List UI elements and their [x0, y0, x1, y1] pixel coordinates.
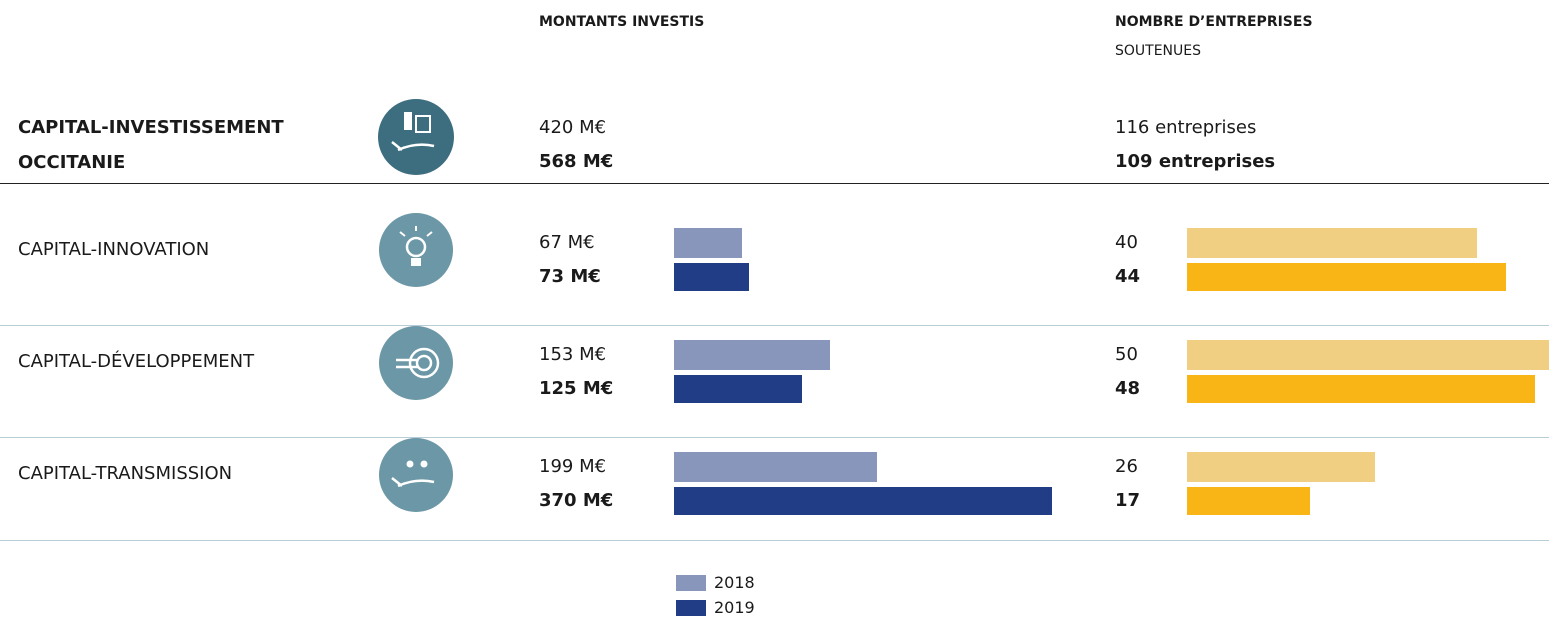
- company-text: 17: [1115, 490, 1141, 511]
- divider: [0, 183, 1549, 184]
- amount-bar: [674, 263, 749, 291]
- company-text: 40: [1115, 232, 1138, 253]
- company-bar: [1187, 340, 1549, 370]
- legend-label: 2019: [714, 598, 755, 617]
- divider: [0, 437, 1549, 438]
- company-text: 109 entreprises: [1115, 151, 1276, 172]
- amount-bar: [674, 228, 743, 258]
- amount-bar: [674, 452, 878, 482]
- amount-bar: [674, 340, 831, 370]
- company-bar: [1187, 452, 1376, 482]
- icon-developpement: [379, 326, 453, 400]
- icon-transmission: [379, 438, 453, 512]
- company-text: 116 entreprises: [1115, 117, 1257, 138]
- icon-innovation: [379, 213, 453, 287]
- divider: [0, 325, 1549, 326]
- header: SOUTENUES: [1115, 43, 1202, 59]
- row-label: OCCITANIE: [18, 152, 126, 173]
- company-text: 50: [1115, 344, 1138, 365]
- row-label: CAPITAL-TRANSMISSION: [18, 463, 233, 484]
- company-bar: [1187, 228, 1477, 258]
- amount-text: 153 M€: [539, 344, 607, 365]
- company-text: 26: [1115, 456, 1138, 477]
- amount-bar: [674, 487, 1052, 515]
- company-bar: [1187, 487, 1311, 515]
- company-bar: [1187, 375, 1535, 403]
- amount-text: 370 M€: [539, 490, 614, 511]
- company-text: 44: [1115, 266, 1141, 287]
- row-label: CAPITAL-INNOVATION: [18, 239, 210, 260]
- legend-label: 2018: [714, 573, 755, 592]
- amount-text: 568 M€: [539, 151, 614, 172]
- amount-text: 67 M€: [539, 232, 595, 253]
- company-bar: [1187, 263, 1506, 291]
- header: NOMBRE D’ENTREPRISES: [1115, 14, 1313, 30]
- amount-text: 73 M€: [539, 266, 601, 287]
- amount-bar: [674, 375, 802, 403]
- amount-text: 199 M€: [539, 456, 607, 477]
- company-text: 48: [1115, 378, 1141, 399]
- header: MONTANTS INVESTIS: [539, 14, 705, 30]
- legend-swatch: [676, 600, 706, 616]
- divider: [0, 540, 1549, 541]
- row-label: CAPITAL-INVESTISSEMENT: [18, 117, 284, 138]
- legend-swatch: [676, 575, 706, 591]
- amount-text: 125 M€: [539, 378, 614, 399]
- icon-total: [378, 99, 454, 175]
- amount-text: 420 M€: [539, 117, 607, 138]
- row-label: CAPITAL-DÉVELOPPEMENT: [18, 351, 255, 372]
